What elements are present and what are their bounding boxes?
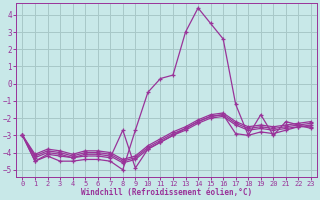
X-axis label: Windchill (Refroidissement éolien,°C): Windchill (Refroidissement éolien,°C): [81, 188, 252, 197]
